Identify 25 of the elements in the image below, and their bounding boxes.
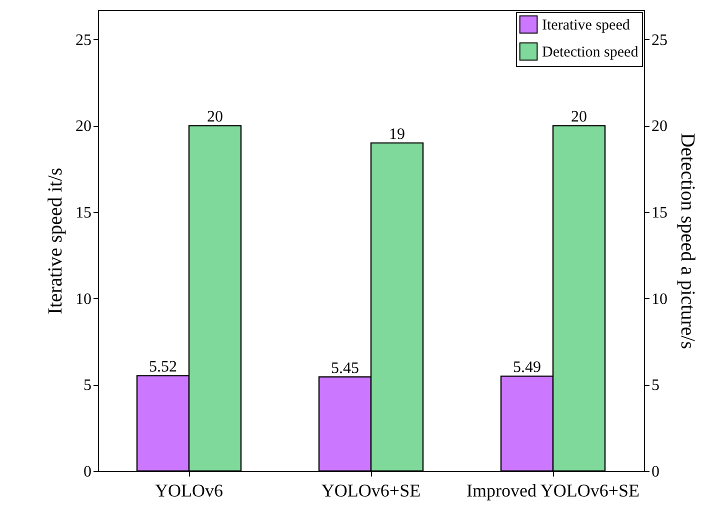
x-tick-label: Improved YOLOv6+SE: [466, 480, 640, 500]
x-tick-label: YOLOv6+SE: [321, 480, 421, 500]
y2-tick-label: 10: [652, 290, 668, 308]
data-label: 19: [389, 126, 405, 143]
x-tick-label: YOLOv6: [155, 480, 223, 500]
y2-tick-label: 5: [652, 377, 660, 394]
data-label: 5.49: [513, 359, 541, 376]
y2-tick-label: 15: [652, 204, 668, 222]
y-tick-label: 0: [84, 464, 92, 480]
data-label: 20: [207, 108, 223, 126]
y2-tick-label: 25: [652, 32, 668, 49]
y2-axis-title: Detection speed a picture/s: [676, 132, 698, 350]
y-tick-label: 15: [76, 204, 92, 222]
y-axis-title: Iterative speed it/s: [44, 167, 66, 314]
y-tick-label: 5: [84, 377, 92, 394]
y-tick-label: 25: [76, 32, 92, 49]
y-tick-label: 10: [76, 290, 92, 308]
y-tick-label: 20: [76, 118, 92, 136]
data-label: 5.52: [149, 358, 177, 376]
legend-label: Detection speed: [542, 44, 639, 60]
data-label: 20: [571, 108, 587, 126]
legend-label: Iterative speed: [542, 18, 630, 34]
y2-tick-label: 0: [652, 464, 660, 480]
y2-tick-label: 20: [652, 118, 668, 136]
data-label: 5.45: [331, 360, 359, 377]
